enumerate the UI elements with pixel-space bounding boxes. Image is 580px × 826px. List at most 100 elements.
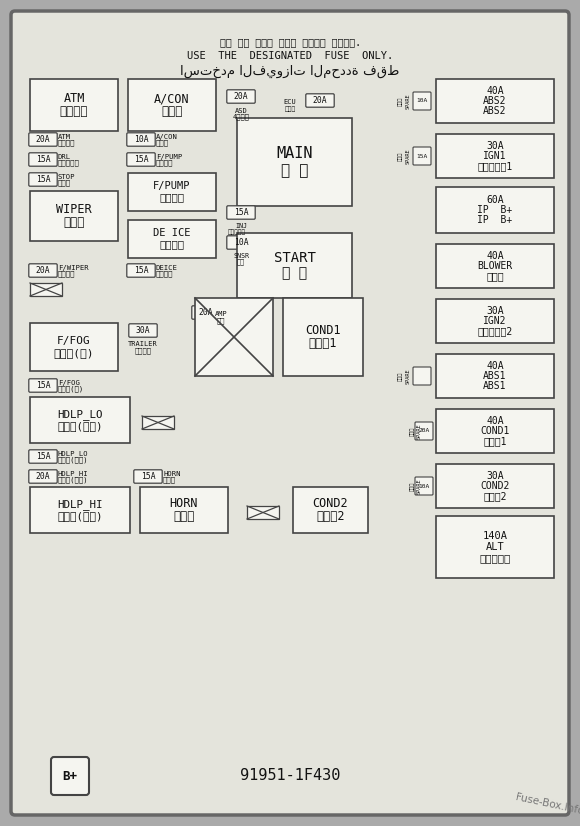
Text: HORN: HORN	[163, 471, 180, 477]
Text: IP  B+: IP B+	[477, 215, 513, 225]
FancyBboxPatch shape	[415, 422, 433, 440]
FancyBboxPatch shape	[306, 94, 334, 107]
Text: 4력구동: 4력구동	[233, 114, 249, 121]
Text: 140A: 140A	[483, 531, 508, 541]
Text: 안개등(앞): 안개등(앞)	[54, 348, 94, 358]
Text: 알터네이터: 알터네이터	[480, 553, 510, 563]
Text: 전조등(로우): 전조등(로우)	[58, 457, 89, 463]
Text: 연료펀프: 연료펀프	[160, 192, 184, 202]
Text: 10A: 10A	[418, 483, 430, 488]
Text: 전조등(하이): 전조등(하이)	[58, 477, 89, 483]
Text: A/CON: A/CON	[154, 93, 190, 105]
FancyBboxPatch shape	[127, 133, 155, 146]
FancyBboxPatch shape	[11, 11, 569, 815]
Text: DRL: DRL	[58, 154, 71, 160]
Text: 20A: 20A	[313, 96, 327, 105]
Text: 15A: 15A	[36, 175, 50, 184]
Text: 정격 품량 이외의 퓨즈는 사용하지 마십시오.: 정격 품량 이외의 퓨즈는 사용하지 마십시오.	[219, 37, 361, 47]
FancyBboxPatch shape	[192, 306, 220, 319]
Bar	[237, 118, 352, 206]
Text: 냉각팬1: 냉각팬1	[309, 337, 337, 350]
Text: IGN1: IGN1	[483, 151, 507, 161]
Text: SPARE: SPARE	[405, 93, 411, 109]
Text: 15A: 15A	[416, 154, 427, 159]
Text: 15A: 15A	[133, 266, 148, 275]
Bar	[30, 397, 130, 443]
Text: 20A: 20A	[36, 135, 50, 144]
Bar	[30, 79, 118, 131]
Text: 예비품: 예비품	[397, 151, 403, 161]
Text: 경음기: 경음기	[163, 477, 176, 483]
Bar	[436, 134, 554, 178]
Text: 냉각팬1: 냉각팬1	[483, 436, 507, 446]
Text: 40A: 40A	[486, 251, 504, 261]
Text: 센서: 센서	[237, 259, 245, 265]
Text: AMP: AMP	[215, 311, 227, 317]
FancyBboxPatch shape	[413, 367, 431, 385]
Text: USE  THE  DESIGNATED  FUSE  ONLY.: USE THE DESIGNATED FUSE ONLY.	[187, 51, 393, 61]
FancyBboxPatch shape	[29, 133, 57, 146]
Bar	[30, 323, 118, 371]
Text: 예비품: 예비품	[397, 372, 403, 381]
Text: 트레일러: 트레일러	[135, 348, 151, 354]
Text: 앱프: 앱프	[217, 318, 225, 325]
Text: IP  B+: IP B+	[477, 205, 513, 215]
Text: 40A: 40A	[486, 86, 504, 96]
Text: F/FOG: F/FOG	[57, 336, 91, 346]
Text: 익산력: 익산력	[284, 107, 296, 112]
Text: SPARE: SPARE	[416, 423, 422, 439]
FancyBboxPatch shape	[227, 206, 255, 219]
Text: ECU: ECU	[284, 99, 296, 105]
Text: 연료펀프: 연료펀프	[156, 159, 173, 166]
Text: 전조등(하이): 전조등(하이)	[57, 510, 103, 521]
Text: 예비품: 예비품	[397, 97, 403, 106]
Text: TRAILER: TRAILER	[128, 341, 158, 347]
Text: SNSR: SNSR	[233, 253, 249, 259]
Text: 와이퍼릴: 와이퍼릴	[58, 271, 75, 278]
Text: 와이퍼: 와이퍼	[63, 216, 85, 229]
FancyBboxPatch shape	[227, 90, 255, 103]
Text: 15A: 15A	[36, 155, 50, 164]
Bar	[436, 244, 554, 288]
Text: BLOWER: BLOWER	[477, 261, 513, 271]
Bar	[283, 298, 363, 376]
Text: B+: B+	[63, 770, 78, 782]
Bar	[293, 487, 368, 533]
Text: 정지등: 정지등	[58, 180, 71, 187]
Bar	[436, 79, 554, 123]
FancyBboxPatch shape	[134, 470, 162, 483]
Text: 91951-1F430: 91951-1F430	[240, 768, 340, 784]
Text: 예비품: 예비품	[409, 426, 415, 435]
Text: HDLP_LO: HDLP_LO	[58, 451, 89, 458]
Text: 경음기: 경음기	[173, 510, 195, 523]
Text: 냉각팬2: 냉각팬2	[316, 510, 345, 523]
Text: 20A: 20A	[199, 308, 213, 317]
Text: 이그니션섬2: 이그니션섬2	[477, 326, 513, 336]
Bar	[237, 233, 352, 298]
Text: DE ICE: DE ICE	[153, 228, 191, 239]
Text: 30A: 30A	[486, 141, 504, 151]
Text: WIPER: WIPER	[56, 203, 92, 216]
Text: 30A: 30A	[486, 471, 504, 481]
Text: 시 동: 시 동	[282, 266, 307, 280]
Text: START: START	[274, 251, 316, 265]
Text: ATM: ATM	[58, 134, 71, 140]
Bar	[30, 487, 130, 533]
Bar	[436, 516, 554, 578]
Bar	[436, 299, 554, 343]
FancyBboxPatch shape	[29, 470, 57, 483]
Text: 20A: 20A	[36, 266, 50, 275]
Text: 블로워: 블로워	[486, 271, 504, 281]
Text: HDLP_LO: HDLP_LO	[57, 409, 103, 420]
Text: ATM: ATM	[63, 93, 85, 105]
Bar	[436, 187, 554, 233]
Text: STOP: STOP	[58, 174, 75, 180]
Text: 15A: 15A	[36, 452, 50, 461]
Text: استخدم الفيوزات المحددة فقط: استخدم الفيوزات المحددة فقط	[180, 64, 400, 78]
Text: 예비품: 예비품	[409, 482, 415, 491]
Text: 비료작시기: 비료작시기	[228, 229, 246, 235]
Text: F/WIPER: F/WIPER	[58, 265, 89, 271]
Text: 30A: 30A	[136, 326, 150, 335]
Bar	[30, 191, 118, 241]
Text: 30A: 30A	[486, 306, 504, 316]
